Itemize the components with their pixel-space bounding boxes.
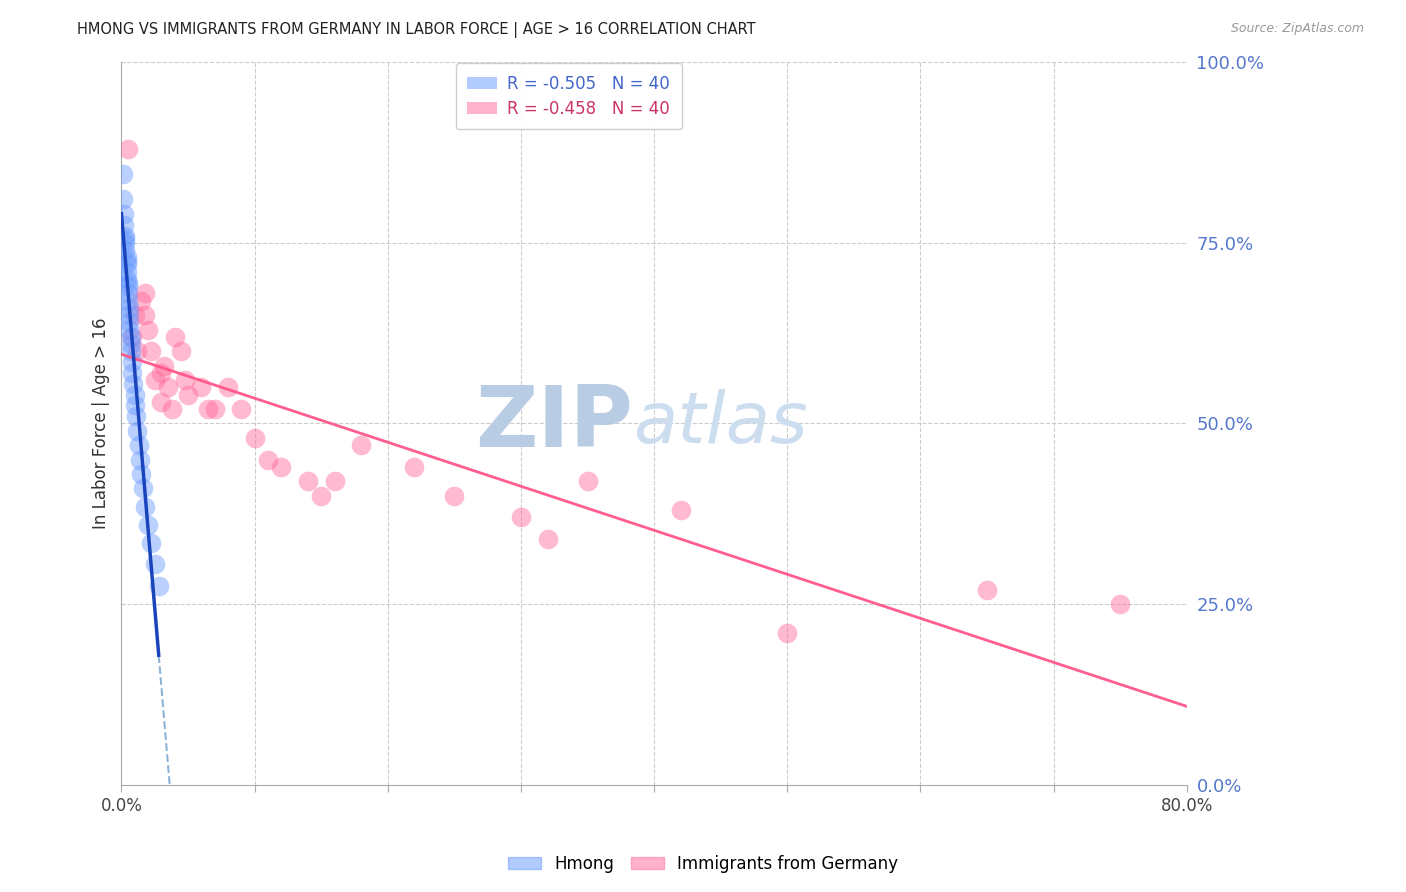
Point <box>150 366 173 380</box>
Point <box>120 330 142 344</box>
Y-axis label: In Labor Force | Age > 16: In Labor Force | Age > 16 <box>93 318 110 529</box>
Point <box>143 373 166 387</box>
Point <box>576 475 599 489</box>
Point <box>170 344 193 359</box>
Point <box>115 272 138 286</box>
Point <box>115 265 138 279</box>
Point <box>134 286 156 301</box>
Point <box>125 409 148 424</box>
Point <box>148 579 170 593</box>
Point <box>124 398 146 412</box>
Point <box>323 475 346 489</box>
Point <box>117 279 139 293</box>
Point <box>128 438 150 452</box>
Point <box>309 489 332 503</box>
Point <box>114 232 136 246</box>
Point <box>190 380 212 394</box>
Point <box>118 315 141 329</box>
Point <box>121 355 143 369</box>
Point <box>115 257 138 271</box>
Point <box>118 322 141 336</box>
Point <box>150 394 173 409</box>
Point <box>127 424 149 438</box>
Point <box>121 366 143 380</box>
Point <box>118 308 141 322</box>
Point <box>197 402 219 417</box>
Point <box>157 380 180 394</box>
Point <box>115 253 138 268</box>
Point <box>112 207 135 221</box>
Point <box>350 438 373 452</box>
Point <box>257 452 280 467</box>
Point <box>117 142 139 156</box>
Point <box>443 489 465 503</box>
Point <box>143 558 166 572</box>
Point <box>112 218 135 232</box>
Text: HMONG VS IMMIGRANTS FROM GERMANY IN LABOR FORCE | AGE > 16 CORRELATION CHART: HMONG VS IMMIGRANTS FROM GERMANY IN LABO… <box>77 22 756 38</box>
Point <box>122 376 145 391</box>
Point <box>510 510 533 524</box>
Point <box>177 387 200 401</box>
Point <box>160 402 183 417</box>
Point <box>404 459 426 474</box>
Point <box>153 359 176 373</box>
Point <box>117 293 139 308</box>
Point <box>163 330 186 344</box>
Point <box>139 344 162 359</box>
Point <box>132 482 155 496</box>
Point <box>129 452 152 467</box>
Point <box>114 235 136 250</box>
Point <box>124 387 146 401</box>
Point <box>174 373 197 387</box>
Point <box>136 322 159 336</box>
Point <box>121 330 143 344</box>
Point <box>120 337 142 351</box>
Point <box>217 380 239 394</box>
Point <box>118 301 141 315</box>
Point <box>127 344 149 359</box>
Point <box>270 459 292 474</box>
Point <box>117 276 139 290</box>
Point <box>134 500 156 514</box>
Point <box>1109 597 1132 611</box>
Point <box>115 250 138 264</box>
Point <box>111 167 134 181</box>
Legend: R = -0.505   N = 40, R = -0.458   N = 40: R = -0.505 N = 40, R = -0.458 N = 40 <box>456 63 682 129</box>
Point <box>139 535 162 549</box>
Point <box>536 532 558 546</box>
Point <box>134 308 156 322</box>
Point <box>114 243 136 257</box>
Legend: Hmong, Immigrants from Germany: Hmong, Immigrants from Germany <box>501 848 905 880</box>
Point <box>111 193 134 207</box>
Point <box>114 228 136 243</box>
Text: atlas: atlas <box>633 389 807 458</box>
Text: ZIP: ZIP <box>475 382 633 465</box>
Point <box>776 626 799 640</box>
Point <box>124 308 146 322</box>
Point <box>136 517 159 532</box>
Point <box>117 286 139 301</box>
Point <box>976 582 998 597</box>
Point <box>204 402 226 417</box>
Point <box>297 475 319 489</box>
Point <box>120 344 142 359</box>
Text: Source: ZipAtlas.com: Source: ZipAtlas.com <box>1230 22 1364 36</box>
Point <box>131 293 153 308</box>
Point <box>131 467 153 481</box>
Point <box>669 503 692 517</box>
Point <box>243 431 266 445</box>
Point <box>231 402 253 417</box>
